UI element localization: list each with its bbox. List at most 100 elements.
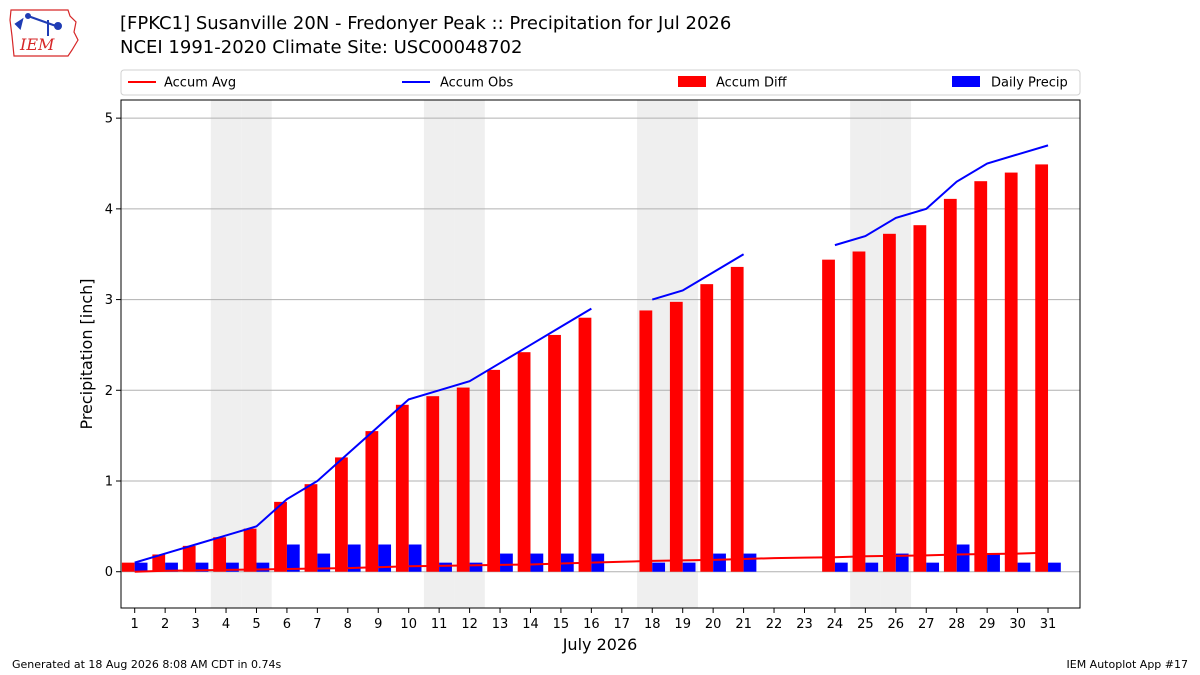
legend-item-daily-precip: Daily Precip — [952, 76, 1068, 91]
bar-accum-diff — [578, 317, 592, 572]
chart-subtitle: NCEI 1991-2020 Climate Site: USC00048702 — [120, 37, 523, 58]
x-tick-label: 29 — [979, 617, 996, 632]
x-tick-label: 27 — [918, 617, 935, 632]
weekend-shade — [210, 100, 242, 608]
line-accum-avg — [134, 551, 1049, 573]
weekend-shade — [241, 100, 272, 608]
bar-accum-diff — [548, 334, 561, 572]
bar-accum-diff — [1035, 164, 1049, 572]
bar-accum-diff — [700, 284, 714, 572]
bar-daily-precip — [1017, 562, 1031, 572]
x-tick-label: 12 — [461, 617, 478, 632]
bar-daily-precip — [195, 562, 209, 572]
x-tick-label: 26 — [888, 617, 905, 632]
bar-daily-precip — [1048, 562, 1061, 572]
bar-daily-precip — [500, 553, 513, 572]
bar-daily-precip — [286, 544, 300, 572]
bar-accum-diff — [213, 537, 227, 572]
bar-accum-diff — [395, 404, 409, 572]
x-tick-label: 15 — [553, 617, 570, 632]
legend-item-accum-obs: Accum Obs — [402, 76, 513, 91]
bar-daily-precip — [165, 562, 178, 572]
x-tick-label: 23 — [796, 617, 813, 632]
x-tick-label: 30 — [1009, 617, 1026, 632]
x-tick-label: 24 — [827, 617, 844, 632]
bar-daily-precip — [713, 553, 726, 572]
iowa-state-outline-icon — [9, 9, 79, 57]
bar-daily-precip — [408, 544, 422, 572]
x-tick-label: 4 — [222, 617, 230, 632]
generated-timestamp: Generated at 18 Aug 2026 8:08 AM CDT in … — [12, 658, 282, 671]
iem-logo: IEM — [9, 9, 79, 57]
bar-daily-precip — [743, 553, 757, 572]
legend-label: Daily Precip — [991, 76, 1068, 91]
chart-title: [FPKC1] Susanville 20N - Fredonyer Peak … — [120, 13, 732, 34]
x-tick-label: 17 — [614, 617, 631, 632]
bar-accum-diff — [335, 457, 348, 572]
bar-accum-diff — [974, 181, 988, 572]
x-tick-label: 5 — [252, 617, 260, 632]
bar-accum-diff — [883, 233, 896, 572]
legend-swatch-bar — [678, 76, 706, 87]
y-tick-label: 1 — [105, 475, 113, 490]
x-tick-label: 13 — [492, 617, 509, 632]
legend-label: Accum Obs — [440, 76, 513, 91]
bar-daily-precip — [347, 544, 361, 572]
bar-daily-precip — [439, 562, 452, 572]
iem-logo-text: IEM — [19, 35, 55, 54]
x-tick-label: 2 — [161, 617, 169, 632]
legend-label: Accum Diff — [716, 76, 788, 91]
bar-accum-diff — [669, 301, 683, 572]
bar-accum-diff — [243, 528, 257, 572]
x-tick-label: 6 — [283, 617, 291, 632]
x-tick-label: 28 — [948, 617, 965, 632]
bar-daily-precip — [926, 562, 940, 572]
bar-daily-precip — [226, 562, 239, 572]
legend-box — [120, 69, 1081, 96]
x-tick-label: 21 — [735, 617, 752, 632]
bar-accum-diff — [274, 501, 287, 572]
weather-station-icon — [14, 13, 62, 36]
x-tick-label: 25 — [857, 617, 874, 632]
x-tick-label: 9 — [374, 617, 382, 632]
y-axis-label: Precipitation [inch] — [77, 278, 96, 429]
legend-item-accum-diff: Accum Diff — [678, 76, 788, 91]
bar-daily-precip — [987, 553, 1000, 572]
bar-accum-diff — [852, 251, 866, 572]
app-identifier: IEM Autoplot App #17 — [1066, 658, 1189, 671]
x-tick-label: 20 — [705, 617, 722, 632]
x-tick-label: 18 — [644, 617, 661, 632]
y-tick-label: 0 — [105, 565, 113, 580]
x-tick-label: 8 — [344, 617, 352, 632]
bar-accum-diff — [426, 396, 440, 572]
bar-accum-diff — [152, 554, 166, 572]
bar-daily-precip — [134, 562, 148, 572]
bar-accum-diff — [304, 484, 318, 572]
x-tick-label: 14 — [522, 617, 539, 632]
x-tick-label: 16 — [583, 617, 600, 632]
bar-accum-diff — [517, 352, 531, 572]
bar-daily-precip — [682, 562, 696, 572]
x-tick-label: 22 — [766, 617, 783, 632]
bar-accum-diff — [943, 198, 957, 572]
y-tick-label: 3 — [105, 293, 113, 308]
bar-accum-diff — [182, 545, 196, 572]
legend-item-accum-avg: Accum Avg — [128, 76, 236, 91]
bar-accum-diff — [365, 431, 379, 572]
bar-daily-precip — [378, 544, 392, 572]
x-tick-label: 7 — [313, 617, 321, 632]
plot-frame — [120, 99, 1081, 609]
x-tick-label: 31 — [1040, 617, 1057, 632]
x-tick-label: 10 — [400, 617, 417, 632]
x-axis-label: July 2026 — [562, 635, 638, 654]
bar-accum-diff — [913, 225, 927, 572]
bar-daily-precip — [317, 553, 331, 572]
bar-daily-precip — [469, 562, 483, 572]
y-tick-label: 5 — [105, 112, 113, 127]
bar-accum-diff — [487, 369, 501, 572]
legend-label: Accum Avg — [164, 76, 236, 91]
bar-daily-precip — [895, 553, 909, 572]
y-tick-label: 2 — [105, 384, 113, 399]
bar-accum-diff — [822, 259, 835, 572]
